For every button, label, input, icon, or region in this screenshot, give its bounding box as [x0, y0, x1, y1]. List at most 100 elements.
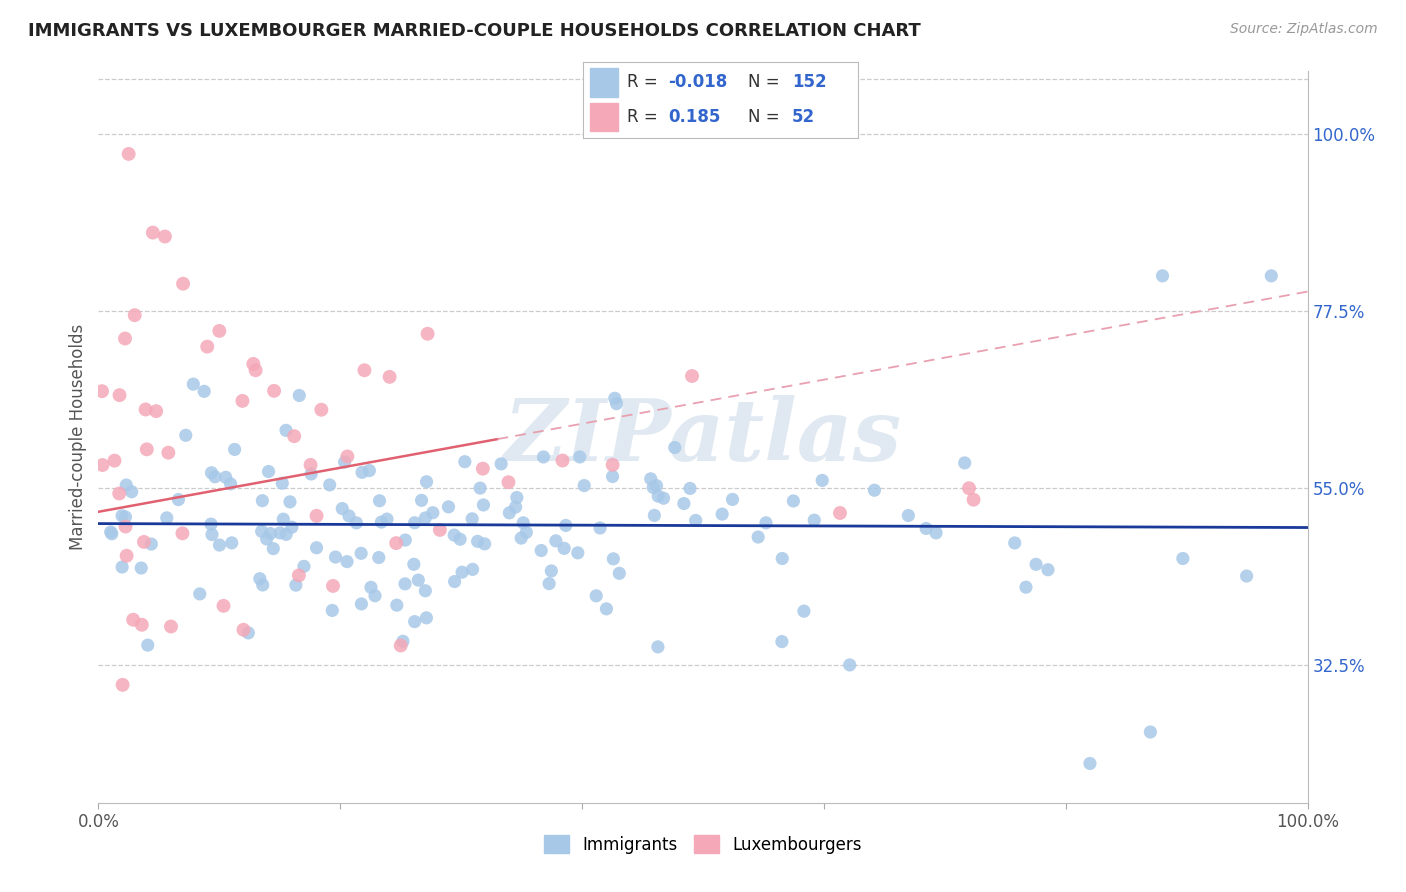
Point	[512, 516, 534, 530]
Point	[782, 494, 804, 508]
Point	[232, 623, 254, 637]
Point	[284, 578, 307, 592]
Text: ZIPatlas: ZIPatlas	[503, 395, 903, 479]
Point	[538, 576, 561, 591]
Point	[274, 423, 297, 437]
Point	[250, 524, 273, 539]
Point	[114, 510, 136, 524]
Point	[121, 484, 143, 499]
Point	[325, 550, 347, 565]
Point	[505, 500, 527, 514]
Point	[336, 555, 359, 569]
Point	[416, 326, 439, 341]
Point	[145, 404, 167, 418]
Point	[461, 512, 484, 526]
Point	[828, 506, 851, 520]
Point	[437, 500, 460, 514]
Point	[643, 508, 665, 523]
Point	[208, 538, 231, 552]
Point	[200, 466, 222, 480]
Point	[370, 515, 392, 529]
Point	[212, 599, 235, 613]
Point	[602, 458, 624, 472]
Point	[135, 402, 157, 417]
Point	[367, 550, 389, 565]
Point	[360, 580, 382, 594]
Point	[276, 527, 298, 541]
Point	[114, 519, 136, 533]
Point	[915, 521, 938, 535]
Point	[747, 530, 769, 544]
Point	[195, 340, 218, 354]
Point	[489, 457, 512, 471]
Point	[252, 578, 274, 592]
Point	[262, 541, 284, 556]
Point	[1015, 580, 1038, 594]
Point	[114, 332, 136, 346]
Point	[322, 579, 344, 593]
Point	[544, 533, 567, 548]
Point	[415, 583, 437, 598]
Point	[394, 533, 416, 547]
Point	[242, 357, 264, 371]
Text: -0.018: -0.018	[668, 73, 728, 91]
Point	[330, 501, 353, 516]
Point	[533, 450, 555, 464]
Point	[574, 478, 596, 492]
Point	[385, 598, 408, 612]
Point	[672, 496, 695, 510]
Point	[136, 638, 159, 652]
Point	[299, 458, 322, 472]
Point	[172, 526, 194, 541]
Bar	[591, 68, 617, 96]
Point	[305, 508, 328, 523]
Point	[305, 541, 328, 555]
Point	[443, 574, 465, 589]
Point	[263, 384, 285, 398]
Point	[415, 475, 437, 489]
Point	[515, 525, 537, 540]
Point	[172, 277, 194, 291]
Point	[1025, 558, 1047, 572]
Bar	[591, 103, 617, 131]
Point	[721, 492, 744, 507]
Point	[568, 450, 591, 464]
Point	[353, 363, 375, 377]
Point	[201, 527, 224, 541]
Text: R =: R =	[627, 73, 664, 91]
Point	[962, 492, 984, 507]
Point	[368, 493, 391, 508]
Point	[271, 512, 294, 526]
Point	[157, 445, 180, 459]
Point	[554, 518, 576, 533]
Point	[606, 397, 628, 411]
Point	[530, 543, 553, 558]
Point	[679, 482, 702, 496]
Point	[122, 613, 145, 627]
Point	[664, 441, 686, 455]
Point	[321, 603, 343, 617]
Point	[115, 549, 138, 563]
Point	[378, 369, 401, 384]
Point	[167, 492, 190, 507]
Point	[124, 308, 146, 322]
Point	[498, 475, 520, 490]
Point	[1236, 569, 1258, 583]
Point	[215, 470, 238, 484]
Point	[204, 469, 226, 483]
Point	[111, 678, 134, 692]
Legend: Immigrants, Luxembourgers: Immigrants, Luxembourgers	[537, 829, 869, 860]
Point	[449, 533, 471, 547]
Point	[245, 363, 267, 377]
Point	[193, 384, 215, 399]
Point	[681, 369, 703, 384]
Point	[415, 611, 437, 625]
Point	[271, 476, 294, 491]
Point	[311, 402, 333, 417]
Point	[337, 508, 360, 523]
Text: 0.185: 0.185	[668, 108, 721, 126]
Text: N =: N =	[748, 73, 785, 91]
Point	[770, 634, 793, 648]
Point	[200, 517, 222, 532]
Point	[103, 453, 125, 467]
